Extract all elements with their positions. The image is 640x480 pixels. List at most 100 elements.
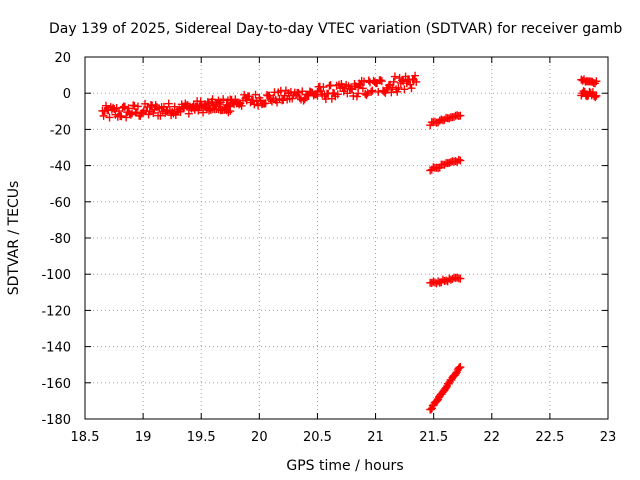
data-point	[451, 369, 460, 378]
data-point	[120, 102, 129, 111]
data-point	[224, 108, 233, 117]
data-point	[254, 101, 263, 110]
series-side-streak	[179, 100, 235, 117]
series-arc-1	[426, 111, 465, 130]
data-point	[143, 102, 152, 111]
y-tick-label: -140	[41, 341, 71, 356]
x-tick-label: 21.5	[419, 430, 448, 445]
data-point	[194, 106, 203, 115]
y-tick-label: -80	[50, 232, 71, 247]
data-point	[261, 99, 270, 108]
data-points	[98, 71, 601, 414]
y-tick-label: 0	[63, 87, 71, 102]
data-point	[343, 89, 352, 98]
data-point	[454, 364, 463, 373]
data-point	[299, 96, 308, 105]
series-main-band-a	[98, 99, 171, 122]
series-arc-6	[577, 87, 601, 102]
data-point	[393, 87, 402, 96]
data-point	[591, 93, 600, 102]
data-point	[199, 103, 208, 112]
y-axis-label: SDTVAR / TECUs	[6, 181, 22, 296]
data-point	[105, 113, 114, 122]
data-point	[456, 363, 465, 372]
x-tick-label: 20.5	[303, 430, 332, 445]
y-tick-label: -20	[50, 123, 71, 138]
series-main-band-e	[354, 71, 421, 100]
data-point	[377, 77, 386, 86]
x-tick-label: 21	[367, 430, 384, 445]
y-tick-label: -100	[41, 268, 71, 283]
series-arc-2	[426, 155, 465, 175]
x-axis-label: GPS time / hours	[286, 458, 403, 474]
x-tick-label: 22	[484, 430, 501, 445]
data-point	[358, 84, 367, 93]
grid-lines	[85, 57, 608, 419]
data-point	[206, 105, 215, 114]
data-point	[122, 113, 131, 122]
x-tick-label: 19.5	[187, 430, 216, 445]
y-tick-label: -40	[50, 160, 71, 175]
data-point	[181, 100, 190, 109]
data-point	[215, 100, 224, 109]
data-point	[294, 88, 303, 97]
data-point	[319, 83, 328, 92]
data-point	[249, 96, 258, 105]
data-point	[456, 156, 465, 165]
data-point	[354, 89, 363, 98]
data-point	[124, 104, 133, 113]
data-point	[189, 103, 198, 112]
data-point	[208, 95, 217, 104]
data-point	[456, 111, 465, 120]
data-point	[149, 109, 158, 118]
data-point	[588, 88, 597, 97]
data-point	[407, 84, 416, 93]
data-point	[170, 102, 179, 111]
data-point	[394, 83, 403, 92]
series-arc-3	[426, 273, 465, 288]
data-point	[411, 71, 420, 80]
data-point	[128, 109, 137, 118]
y-tick-label: 20	[54, 51, 71, 66]
data-point	[367, 87, 376, 96]
data-point	[300, 95, 309, 104]
data-point	[456, 274, 465, 283]
series-arc-5	[577, 75, 601, 88]
x-tick-label: 19	[135, 430, 152, 445]
y-tick-label: -120	[41, 304, 71, 319]
data-point	[99, 111, 108, 120]
data-point	[427, 405, 436, 414]
data-point	[126, 110, 135, 119]
data-point	[406, 80, 415, 89]
data-point	[145, 107, 154, 116]
data-point	[159, 102, 168, 111]
axis-ticks: 18.5 19 19.5 20 20.5 21 21.5 22 22.5 23 20 0 -20 -40 -…	[41, 51, 616, 445]
data-point	[454, 155, 463, 164]
series-main-band-d	[313, 79, 363, 104]
x-tick-label: 22.5	[535, 430, 564, 445]
data-point	[184, 109, 193, 118]
data-point	[237, 101, 246, 110]
data-point	[133, 102, 142, 111]
data-point	[583, 92, 592, 101]
chart-title: Day 139 of 2025, Sidereal Day-to-day VTE…	[49, 21, 622, 37]
x-tick-label: 23	[600, 430, 617, 445]
y-tick-label: -160	[41, 377, 71, 392]
data-point	[390, 72, 399, 81]
data-point	[579, 87, 588, 96]
y-tick-label: -60	[50, 196, 71, 211]
y-tick-label: -180	[41, 413, 71, 428]
series-arc-4	[426, 363, 465, 414]
data-point	[376, 76, 385, 85]
data-point	[592, 77, 601, 86]
data-point	[399, 77, 408, 86]
data-point	[164, 99, 173, 108]
data-point	[117, 112, 126, 121]
data-point	[400, 85, 409, 94]
x-tick-label: 20	[251, 430, 268, 445]
data-point	[138, 108, 147, 117]
data-point	[156, 111, 165, 120]
data-point	[368, 86, 377, 95]
data-point	[412, 77, 421, 86]
